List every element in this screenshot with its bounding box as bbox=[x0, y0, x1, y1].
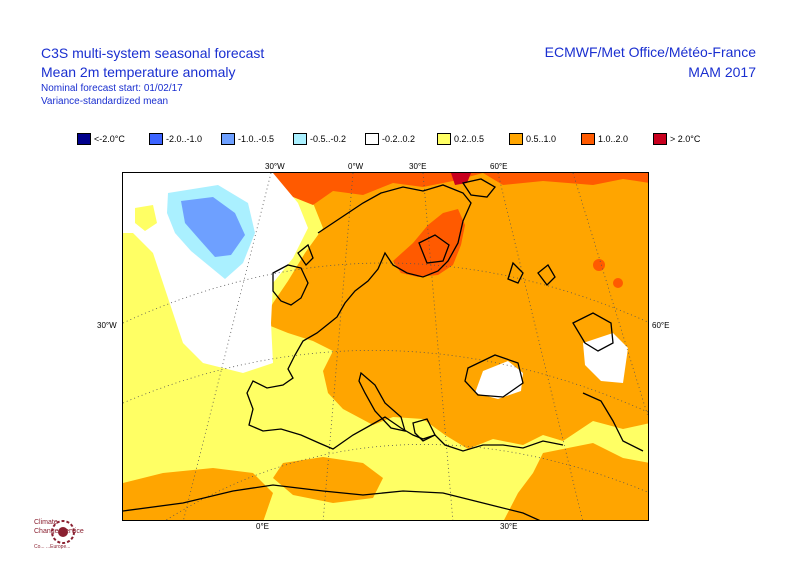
forecast-start: Nominal forecast start: 01/02/17 bbox=[41, 83, 183, 94]
axis-right-label: 60°E bbox=[652, 321, 670, 330]
legend-item: <-2.0°C bbox=[77, 133, 149, 145]
axis-left-label: 30°W bbox=[97, 321, 117, 330]
graticule bbox=[123, 173, 648, 520]
legend-label: -2.0..-1.0 bbox=[166, 134, 203, 144]
legend-label: > 2.0°C bbox=[670, 134, 701, 144]
legend-label: -0.2..0.2 bbox=[382, 134, 416, 144]
title-block: C3S multi-system seasonal forecast Mean … bbox=[41, 44, 264, 108]
anomaly-field-orange-south bbox=[273, 457, 383, 503]
legend-swatch bbox=[77, 133, 91, 145]
legend-item: 0.5..1.0 bbox=[509, 133, 581, 145]
forecast-method: Variance-standardized mean bbox=[41, 96, 169, 107]
axis-top-label-3: 30°E bbox=[409, 162, 427, 171]
anomaly-field-orange-southwest bbox=[123, 468, 273, 520]
map-panel bbox=[122, 172, 649, 521]
legend-item: > 2.0°C bbox=[653, 133, 723, 145]
anomaly-field-blue bbox=[181, 197, 245, 257]
axis-bottom-label-2: 30°E bbox=[500, 522, 518, 531]
legend: <-2.0°C -2.0..-1.0 -1.0..-0.5 -0.5..-0.2 -0.… bbox=[77, 133, 723, 145]
legend-swatch bbox=[437, 133, 451, 145]
anomaly-field-yellow-patch bbox=[135, 205, 157, 231]
legend-label: -0.5..-0.2 bbox=[310, 134, 347, 144]
axis-top-label-2: 0°W bbox=[348, 162, 364, 171]
anomaly-field-white-east bbox=[475, 361, 523, 399]
logo-line2: Change Service bbox=[34, 528, 84, 535]
anomaly-field-darkorange-spot1 bbox=[593, 259, 605, 271]
source-label: ECMWF/Met Office/Météo-France bbox=[544, 44, 756, 60]
legend-label: 0.5..1.0 bbox=[526, 134, 557, 144]
legend-swatch bbox=[509, 133, 523, 145]
logo-line1: Climate bbox=[34, 519, 58, 526]
source-block: ECMWF/Met Office/Météo-France MAM 2017 bbox=[545, 42, 756, 82]
legend-swatch bbox=[365, 133, 379, 145]
anomaly-field-darkorange-spot2 bbox=[613, 278, 623, 288]
coastlines bbox=[123, 178, 644, 520]
legend-swatch bbox=[653, 133, 667, 145]
anomaly-field-white-caspian bbox=[583, 333, 628, 383]
legend-item: 0.2..0.5 bbox=[437, 133, 509, 145]
legend-label: 0.2..0.5 bbox=[454, 134, 485, 144]
legend-item: -1.0..-0.5 bbox=[221, 133, 293, 145]
legend-swatch bbox=[149, 133, 163, 145]
logo-wordmark: Climate Change Service bbox=[34, 518, 84, 536]
chart-variable: Mean 2m temperature anomaly bbox=[41, 64, 236, 80]
anomaly-field-white-west bbox=[123, 173, 308, 373]
legend-item: -0.5..-0.2 bbox=[293, 133, 365, 145]
anomaly-field-orange-southeast bbox=[504, 443, 648, 520]
legend-item: 1.0..2.0 bbox=[581, 133, 653, 145]
legend-label: <-2.0°C bbox=[94, 134, 125, 144]
anomaly-field-darkorange-scandinavia bbox=[393, 209, 465, 277]
legend-label: -1.0..-0.5 bbox=[238, 134, 275, 144]
chart-title: C3S multi-system seasonal forecast bbox=[41, 45, 265, 61]
axis-bottom-label-1: 0°E bbox=[256, 522, 269, 531]
legend-swatch bbox=[581, 133, 595, 145]
axis-top-label-4: 60°E bbox=[490, 162, 508, 171]
axis-top-label-1: 30°W bbox=[265, 162, 285, 171]
legend-swatch bbox=[293, 133, 307, 145]
anomaly-field-darkorange-north bbox=[273, 173, 648, 205]
legend-item: -0.2..0.2 bbox=[365, 133, 437, 145]
logo-small-text: Co... ...Europe... bbox=[34, 544, 71, 550]
legend-label: 1.0..2.0 bbox=[598, 134, 629, 144]
copernicus-logo-icon bbox=[51, 520, 75, 544]
legend-item: -2.0..-1.0 bbox=[149, 133, 221, 145]
season-label: MAM 2017 bbox=[688, 64, 756, 80]
anomaly-map bbox=[123, 173, 648, 520]
legend-swatch bbox=[221, 133, 235, 145]
